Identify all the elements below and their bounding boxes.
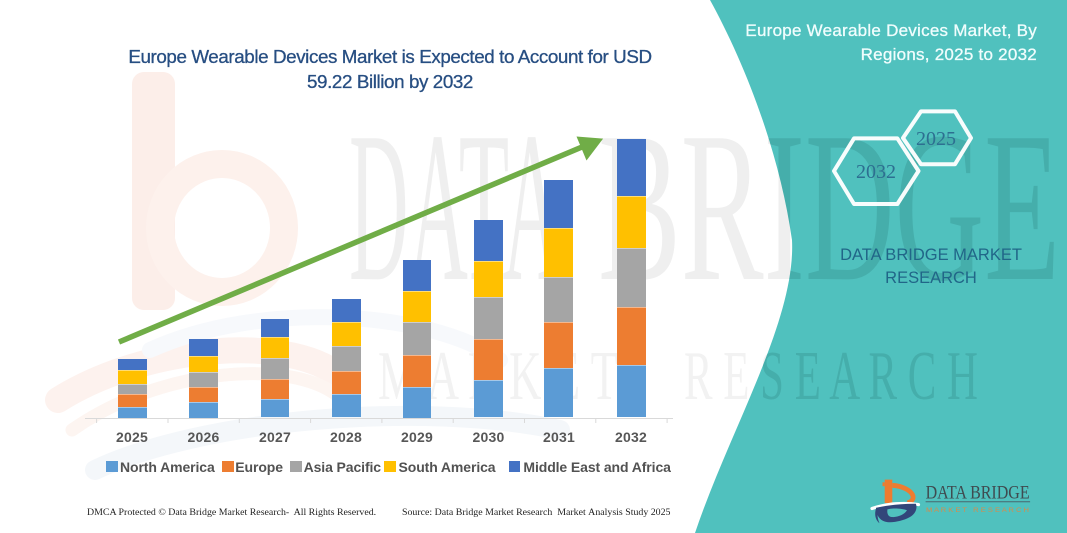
svg-text:DATA: DATA: [349, 87, 562, 326]
svg-text:2032: 2032: [856, 161, 896, 183]
svg-text:DATA BRIDGE: DATA BRIDGE: [926, 483, 1030, 504]
svg-text:2025: 2025: [916, 128, 956, 150]
svg-text:M A R K E T R E S E A R C H: M A R K E T R E S E A R C H: [926, 507, 1030, 514]
